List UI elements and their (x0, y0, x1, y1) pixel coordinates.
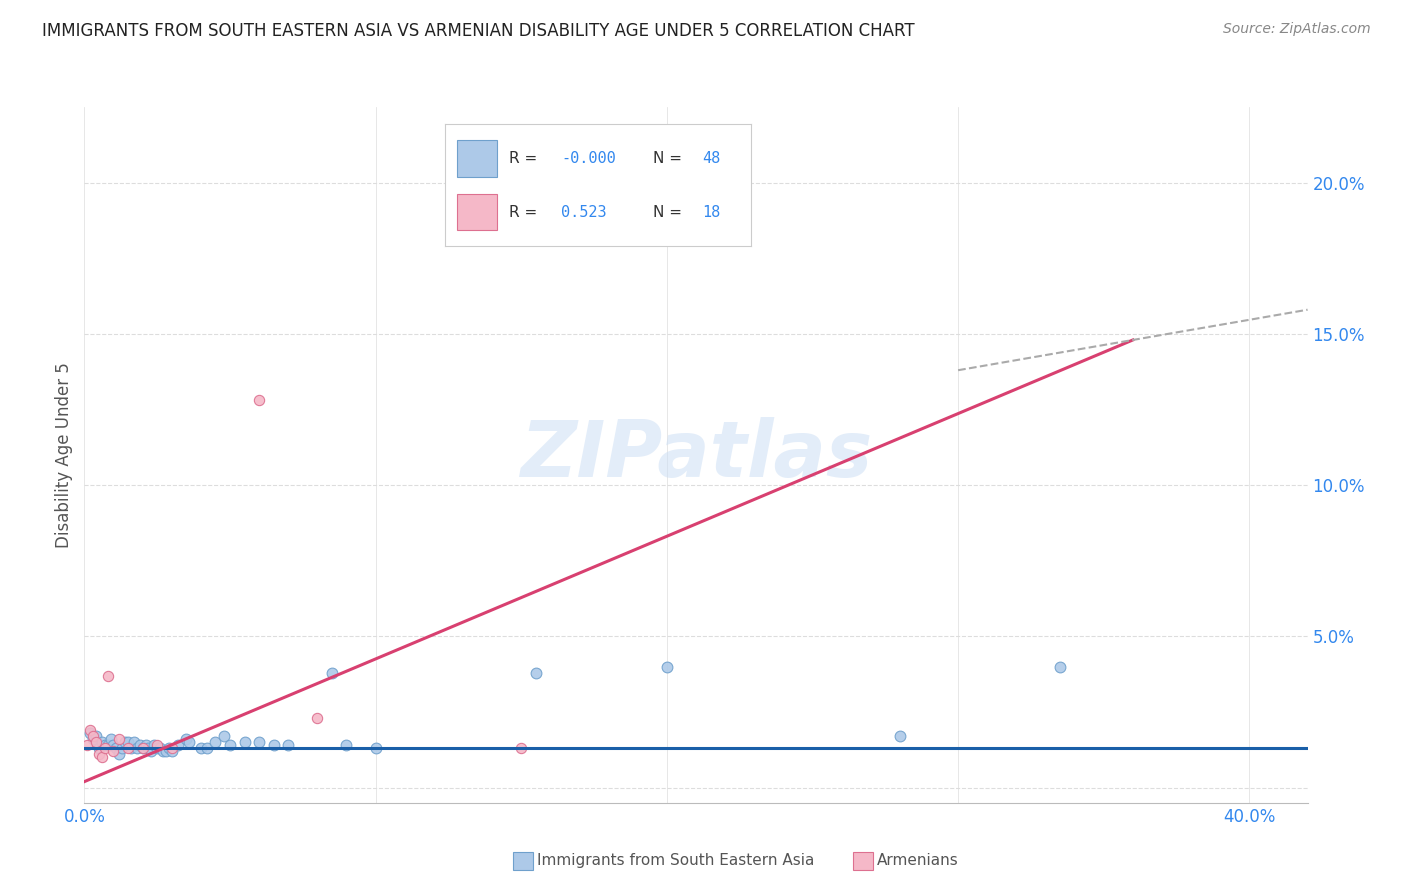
Point (152, 744, 174, 758)
Point (195, 741, 218, 756)
Point (233, 735, 256, 749)
Point (111, 741, 134, 756)
Point (166, 739, 188, 753)
Text: ZIPatlas: ZIPatlas (520, 417, 872, 493)
Point (76, 739, 98, 753)
Point (160, 741, 183, 756)
Point (212, 729, 235, 743)
Text: Source: ZipAtlas.com: Source: ZipAtlas.com (1223, 22, 1371, 37)
Point (97, 669, 120, 683)
Point (79, 723, 101, 738)
Point (655, 659, 678, 673)
Point (100, 732, 122, 747)
Point (79, 726, 101, 740)
Point (93, 741, 115, 756)
Point (90, 750, 112, 764)
Point (510, 741, 533, 756)
Text: IMMIGRANTS FROM SOUTH EASTERN ASIA VS ARMENIAN DISABILITY AGE UNDER 5 CORRELATIO: IMMIGRANTS FROM SOUTH EASTERN ASIA VS AR… (42, 22, 915, 40)
Point (84, 729, 107, 743)
Point (889, 729, 911, 743)
Text: Armenians: Armenians (877, 854, 959, 868)
Point (160, 744, 183, 758)
Point (135, 739, 157, 753)
Point (524, 665, 547, 680)
Point (277, 739, 299, 753)
Point (155, 744, 177, 758)
Point (364, 741, 387, 756)
Point (146, 741, 169, 756)
Point (82, 732, 104, 747)
Point (307, 711, 329, 725)
Point (263, 739, 285, 753)
Point (335, 739, 357, 753)
Point (143, 739, 166, 753)
Point (120, 741, 142, 756)
Point (157, 741, 180, 756)
Point (108, 747, 131, 762)
Point (117, 735, 139, 749)
Point (97, 739, 120, 753)
Y-axis label: Disability Age Under 5: Disability Age Under 5 (55, 362, 73, 548)
Point (108, 732, 131, 747)
Point (103, 739, 125, 753)
Point (190, 741, 212, 756)
Point (219, 739, 242, 753)
Point (87, 747, 110, 762)
Point (114, 735, 136, 749)
Point (141, 744, 163, 758)
Point (321, 665, 343, 680)
Point (87, 741, 110, 756)
Point (146, 739, 169, 753)
Point (84, 735, 107, 749)
Point (122, 735, 145, 749)
Point (247, 393, 270, 408)
Point (149, 741, 172, 756)
Text: Immigrants from South Eastern Asia: Immigrants from South Eastern Asia (537, 854, 814, 868)
Point (82, 729, 104, 743)
Point (131, 741, 153, 756)
Point (103, 744, 125, 758)
Point (138, 741, 160, 756)
Point (179, 735, 201, 749)
Point (93, 739, 115, 753)
Point (131, 741, 153, 756)
Point (174, 732, 197, 747)
Point (247, 735, 270, 749)
Point (1049, 659, 1071, 673)
Point (90, 735, 112, 749)
Point (128, 739, 150, 753)
Point (125, 741, 148, 756)
Point (714, 154, 737, 169)
Point (105, 741, 128, 756)
Point (204, 735, 226, 749)
Point (117, 741, 139, 756)
